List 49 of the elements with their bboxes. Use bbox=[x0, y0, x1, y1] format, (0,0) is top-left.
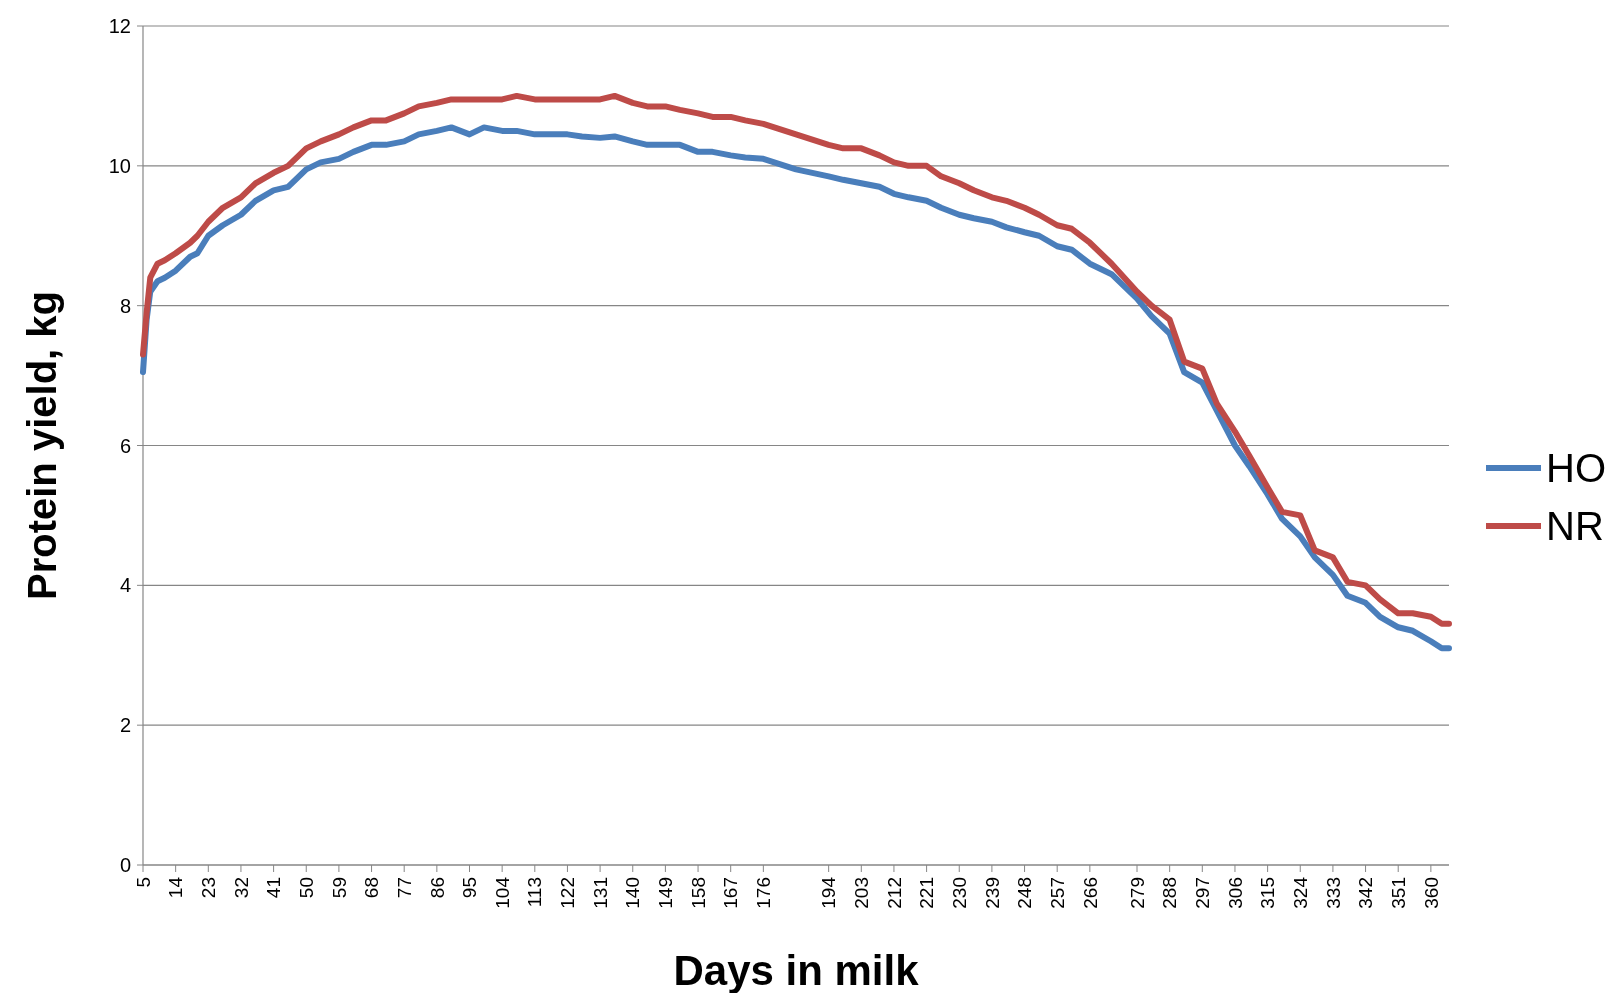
x-tick-label: 351 bbox=[1387, 877, 1409, 909]
y-tick-label: 6 bbox=[119, 434, 131, 457]
x-tick-label: 59 bbox=[328, 877, 350, 899]
y-axis-title: Protein yield, kg bbox=[20, 291, 64, 600]
x-tick-label: 176 bbox=[753, 877, 774, 909]
x-tick-label: 342 bbox=[1355, 877, 1377, 909]
x-tick-label: 41 bbox=[263, 877, 285, 899]
x-tick-label: 266 bbox=[1079, 877, 1101, 909]
x-tick-label: 32 bbox=[230, 877, 252, 899]
y-tick-label: 12 bbox=[108, 15, 131, 37]
x-tick-label: 315 bbox=[1257, 877, 1279, 909]
x-tick-label: 248 bbox=[1014, 877, 1036, 909]
legend-label: HO bbox=[1546, 446, 1606, 490]
x-tick-label: 333 bbox=[1322, 877, 1344, 909]
y-tick-label: 0 bbox=[119, 854, 131, 876]
x-tick-label: 324 bbox=[1289, 876, 1311, 909]
x-tick-label: 230 bbox=[948, 877, 970, 909]
y-tick-label: 2 bbox=[119, 714, 131, 737]
x-tick-label: 306 bbox=[1224, 877, 1246, 909]
x-tick-label: 288 bbox=[1159, 877, 1181, 909]
x-tick-label: 68 bbox=[361, 877, 383, 899]
x-tick-label: 113 bbox=[524, 877, 546, 908]
x-tick-label: 149 bbox=[655, 877, 677, 909]
x-tick-label: 194 bbox=[818, 876, 840, 909]
x-tick-label: 50 bbox=[295, 877, 317, 899]
x-tick-label: 104 bbox=[491, 876, 513, 909]
x-tick-label: 221 bbox=[916, 877, 938, 909]
x-tick-label: 212 bbox=[883, 877, 905, 909]
x-tick-label: 95 bbox=[459, 877, 481, 899]
x-tick-label: 360 bbox=[1420, 877, 1442, 909]
x-tick-label: 158 bbox=[687, 877, 709, 909]
x-tick-label: 279 bbox=[1126, 877, 1148, 909]
x-tick-label: 131 bbox=[589, 877, 611, 909]
x-tick-label: 14 bbox=[165, 876, 187, 899]
x-tick-label: 297 bbox=[1191, 877, 1213, 909]
x-tick-label: 203 bbox=[850, 877, 872, 909]
x-tick-label: 122 bbox=[557, 877, 579, 909]
x-tick-label: 239 bbox=[981, 877, 1003, 909]
x-tick-label: 77 bbox=[393, 877, 415, 899]
y-tick-label: 8 bbox=[119, 294, 131, 317]
y-tick-label: 10 bbox=[108, 154, 131, 177]
x-tick-label: 5 bbox=[132, 877, 154, 888]
x-tick-label: 23 bbox=[197, 877, 219, 899]
x-tick-label: 140 bbox=[622, 877, 644, 909]
x-tick-label: 257 bbox=[1046, 877, 1068, 909]
x-tick-label: 167 bbox=[720, 877, 742, 909]
legend-label: NR bbox=[1546, 504, 1604, 548]
x-tick-label: 86 bbox=[426, 877, 448, 899]
y-tick-label: 4 bbox=[119, 574, 131, 597]
